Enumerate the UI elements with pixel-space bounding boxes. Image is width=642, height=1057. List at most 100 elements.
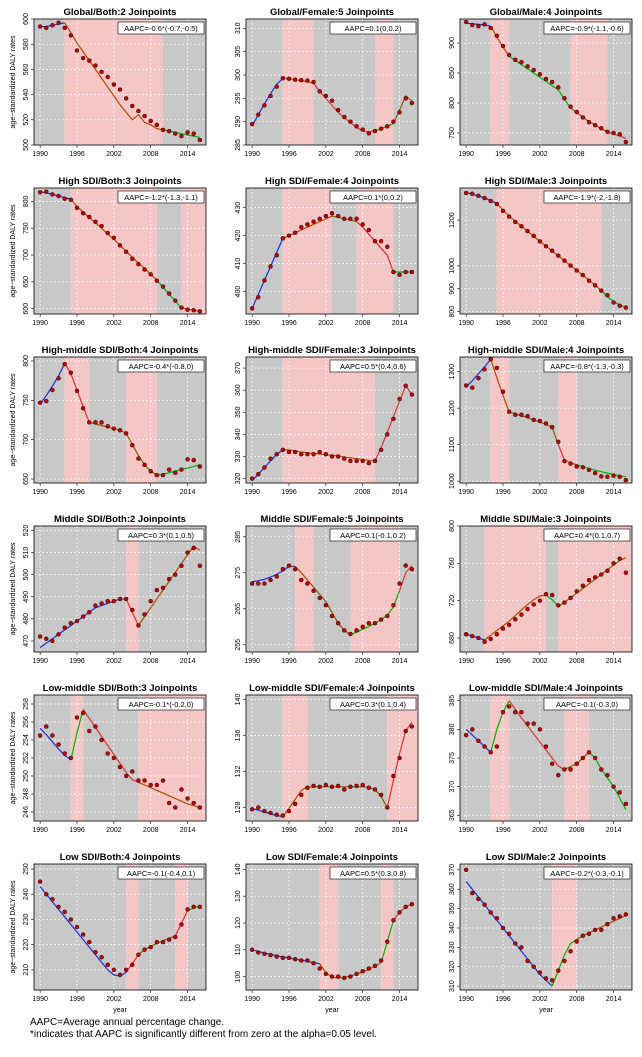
segment-band	[187, 864, 206, 990]
data-point	[37, 733, 43, 738]
segment-band	[138, 864, 176, 990]
data-point	[105, 962, 110, 967]
y-tick-label: 252	[23, 752, 30, 764]
data-point	[403, 269, 408, 275]
data-point	[574, 589, 579, 594]
data-point	[154, 122, 160, 128]
data-point	[197, 309, 203, 314]
data-point	[329, 974, 335, 979]
data-point	[537, 598, 543, 603]
data-point	[262, 103, 267, 108]
segment-band	[558, 357, 577, 483]
y-tick-label: 100	[235, 971, 242, 983]
data-point	[80, 55, 86, 61]
data-point	[299, 792, 304, 798]
data-point	[592, 122, 598, 128]
fitted-segment	[181, 307, 200, 312]
aapc-label: AAPC=0.3*(0.1,0.4)	[340, 700, 407, 709]
data-point	[476, 738, 481, 744]
data-point	[506, 931, 512, 936]
y-tick-label: 520	[23, 524, 30, 536]
chart-panel: High SDI/Both:3 Joinpoints 1990 1996 2002 20…	[10, 176, 207, 327]
data-point	[197, 904, 203, 910]
y-tick-label: 310	[449, 980, 456, 992]
data-point	[342, 114, 347, 120]
data-point	[99, 737, 104, 743]
y-tick-label: 130	[235, 890, 242, 902]
data-point	[506, 52, 512, 58]
y-tick-label: 1200	[449, 400, 456, 416]
data-point	[519, 60, 524, 65]
x-tick-label: 1996	[495, 489, 511, 496]
data-point	[385, 613, 390, 619]
data-point	[329, 210, 335, 216]
data-point	[317, 89, 322, 94]
segment-band	[338, 864, 382, 990]
aapc-label: AAPC=-0.1(-0.4,0.1)	[127, 869, 196, 878]
fitted-segment	[39, 727, 72, 761]
x-tick-label: 2014	[180, 996, 196, 1003]
y-tick-label: 750	[23, 394, 30, 406]
y-tick-label: 1000	[449, 473, 456, 489]
fitted-segment	[138, 781, 201, 809]
data-point	[274, 452, 279, 457]
x-tick-label: 2014	[392, 151, 408, 158]
data-point	[525, 228, 530, 234]
data-point	[543, 744, 549, 749]
data-point	[537, 239, 543, 244]
aapc-box	[329, 359, 417, 373]
y-tick-label: 140	[235, 863, 242, 875]
aapc-label: AAPC=0.5*(0.4,0.6)	[340, 362, 407, 371]
y-tick-label: 600	[23, 13, 30, 25]
data-point	[74, 715, 80, 720]
y-tick-label: 600	[23, 303, 30, 315]
data-point	[482, 902, 487, 907]
chart-panel: Global/Male:4 Joinpoints 1990 1996 2002 2008…	[449, 7, 633, 158]
segment-band	[509, 19, 571, 145]
x-tick-label: 2008	[355, 151, 371, 158]
plot-frame	[459, 863, 633, 991]
x-tick-label: 1990	[458, 151, 474, 158]
x-tick-label: 1990	[32, 489, 48, 496]
data-point	[488, 750, 493, 755]
data-point	[354, 216, 359, 222]
data-point	[543, 976, 549, 981]
data-point	[99, 420, 104, 425]
data-point	[286, 76, 292, 81]
x-tick-label: 1996	[495, 151, 511, 158]
data-point	[136, 952, 141, 957]
x-tick-label: 1996	[281, 151, 297, 158]
aapc-box	[117, 697, 205, 711]
data-point	[348, 784, 353, 789]
data-point	[611, 916, 616, 921]
aapc-label: AAPC=-0.6*(-0.7,-0.5)	[124, 24, 198, 33]
plot-area	[34, 357, 206, 483]
data-point	[574, 268, 579, 273]
data-point	[403, 563, 408, 568]
data-point	[525, 64, 530, 69]
data-point	[366, 621, 372, 626]
x-tick-label: 1996	[281, 827, 297, 834]
data-point	[274, 954, 279, 959]
data-point	[568, 767, 573, 772]
panel-title: High SDI/Both:3 Joinpoints	[59, 176, 182, 187]
data-point	[586, 467, 592, 473]
data-point	[311, 452, 316, 457]
x-tick-label: 1990	[244, 489, 260, 496]
chart-panel: Global/Both:2 Joinpoints 1990 1996 2002 2008…	[10, 7, 207, 158]
data-point	[44, 189, 49, 194]
data-point	[409, 724, 415, 729]
data-point	[531, 602, 536, 607]
segment-band	[307, 695, 388, 821]
plot-area	[246, 864, 418, 990]
data-point	[323, 782, 329, 788]
data-point	[256, 471, 261, 477]
panel-title: Low SDI/Female:4 Joinpoints	[266, 852, 398, 863]
chart-panel: High SDI/Male:3 Joinpoints 1990 1996 2002 20…	[449, 176, 633, 327]
y-tick-label: 430	[235, 202, 242, 214]
data-point	[574, 939, 579, 944]
data-point	[592, 927, 598, 933]
x-tick-label: 2002	[318, 320, 334, 327]
data-point	[391, 119, 396, 124]
data-point	[99, 223, 104, 229]
